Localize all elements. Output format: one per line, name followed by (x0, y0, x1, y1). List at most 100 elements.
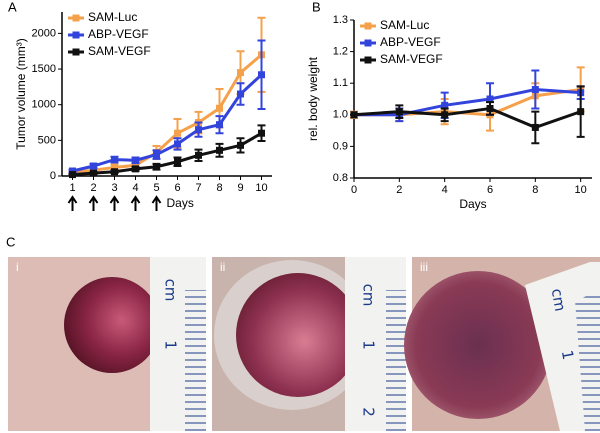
x-tick-label: 9 (237, 182, 243, 194)
marker (216, 146, 223, 154)
x-tick-label: 2 (90, 182, 96, 194)
marker (132, 161, 139, 169)
marker (258, 129, 265, 137)
marker (577, 108, 585, 116)
y-tick-label: 1.2 (333, 46, 348, 58)
photo: cm 1 iii (404, 257, 600, 431)
y-tick-label: 1.0 (333, 109, 348, 121)
x-tick-label: 10 (255, 182, 267, 194)
y-tick-label: 1000 (32, 99, 56, 111)
legend-label: SAM-Luc (380, 18, 429, 32)
x-tick-label: 3 (111, 182, 117, 194)
x-tick-label: 7 (195, 182, 201, 194)
marker (90, 169, 97, 177)
marker (153, 151, 160, 159)
x-tick-label: 4 (132, 182, 138, 194)
marker (90, 162, 97, 170)
marker (486, 104, 494, 112)
legend-swatch (72, 48, 80, 56)
y-tick-label: 1500 (32, 63, 56, 75)
series-line (353, 106, 582, 130)
x-tick-label: 6 (487, 184, 493, 196)
y-tick-label: 0 (50, 170, 56, 182)
photo-label: iii (420, 260, 428, 274)
photo: cm 1 i (8, 257, 206, 431)
y-tick-label: 500 (38, 134, 56, 146)
ruler-label: 1 (360, 340, 378, 350)
y-tick-label: 0.8 (333, 172, 348, 184)
marker (350, 111, 358, 119)
marker (237, 90, 244, 98)
series-line (72, 53, 263, 174)
marker (486, 95, 494, 103)
marker (441, 111, 449, 119)
marker (111, 156, 118, 164)
x-tick-label: 8 (532, 184, 538, 196)
x-tick-label: 10 (575, 184, 587, 196)
ruler-label: cm (360, 284, 378, 307)
legend-swatch (364, 22, 372, 30)
legend-label: SAM-Luc (88, 10, 137, 24)
series-line (354, 88, 581, 117)
series-line (72, 73, 263, 173)
marker (69, 167, 76, 175)
marker (132, 156, 139, 164)
legend-swatch (72, 31, 80, 39)
legend-swatch (364, 56, 372, 64)
marker (216, 104, 223, 112)
legend-swatch (72, 14, 80, 22)
ruler-label: 2 (360, 407, 378, 417)
marker (69, 171, 76, 179)
marker (111, 163, 118, 171)
marker (531, 123, 539, 131)
marker (395, 108, 403, 116)
marker (111, 168, 118, 176)
x-tick-label: 0 (351, 184, 357, 196)
injection-arrow (109, 195, 120, 211)
y-tick-label: 0.9 (333, 140, 348, 152)
legend-label: SAM-VEGF (88, 44, 151, 58)
ruler-label: 1 (162, 340, 180, 350)
marker (174, 140, 181, 148)
y-axis-label: rel. body weight (306, 56, 320, 141)
marker (195, 151, 202, 159)
panel-label: A (8, 0, 17, 14)
x-tick-label: 6 (174, 182, 180, 194)
photo-label: i (16, 260, 19, 274)
legend-label: SAM-VEGF (380, 52, 443, 66)
marker (441, 101, 449, 109)
injection-arrow (130, 195, 141, 211)
legend-label: ABP-VEGF (380, 35, 441, 49)
legend-swatch (364, 39, 372, 47)
photo: cm 1 2 ii (212, 257, 406, 431)
y-tick-label: 2000 (32, 27, 56, 39)
ruler-label: cm (162, 279, 180, 302)
x-tick-label: 8 (216, 182, 222, 194)
marker (258, 71, 265, 79)
x-tick-label: 4 (442, 184, 448, 196)
y-tick-label: 1.3 (333, 14, 348, 26)
marker (237, 141, 244, 149)
photo-label: ii (220, 260, 225, 274)
marker (195, 126, 202, 134)
marker (237, 69, 244, 77)
injection-arrow (67, 195, 78, 211)
panel-label: C (6, 234, 15, 249)
x-tick-label: 5 (153, 182, 159, 194)
legend-label: ABP-VEGF (88, 27, 149, 41)
marker (531, 86, 539, 94)
panel-label: B (312, 0, 321, 14)
ruler-label: 1 (558, 349, 577, 362)
x-axis-label: Days (167, 196, 194, 210)
marker (132, 165, 139, 173)
injection-arrow (151, 195, 162, 211)
marker (153, 163, 160, 171)
marker (216, 121, 223, 129)
y-tick-label: 1.1 (333, 77, 348, 89)
x-tick-label: 1 (69, 182, 75, 194)
marker (174, 158, 181, 166)
y-axis-label: Tumor volume (mm³) (14, 38, 28, 150)
marker (174, 129, 181, 137)
x-tick-label: 2 (396, 184, 402, 196)
